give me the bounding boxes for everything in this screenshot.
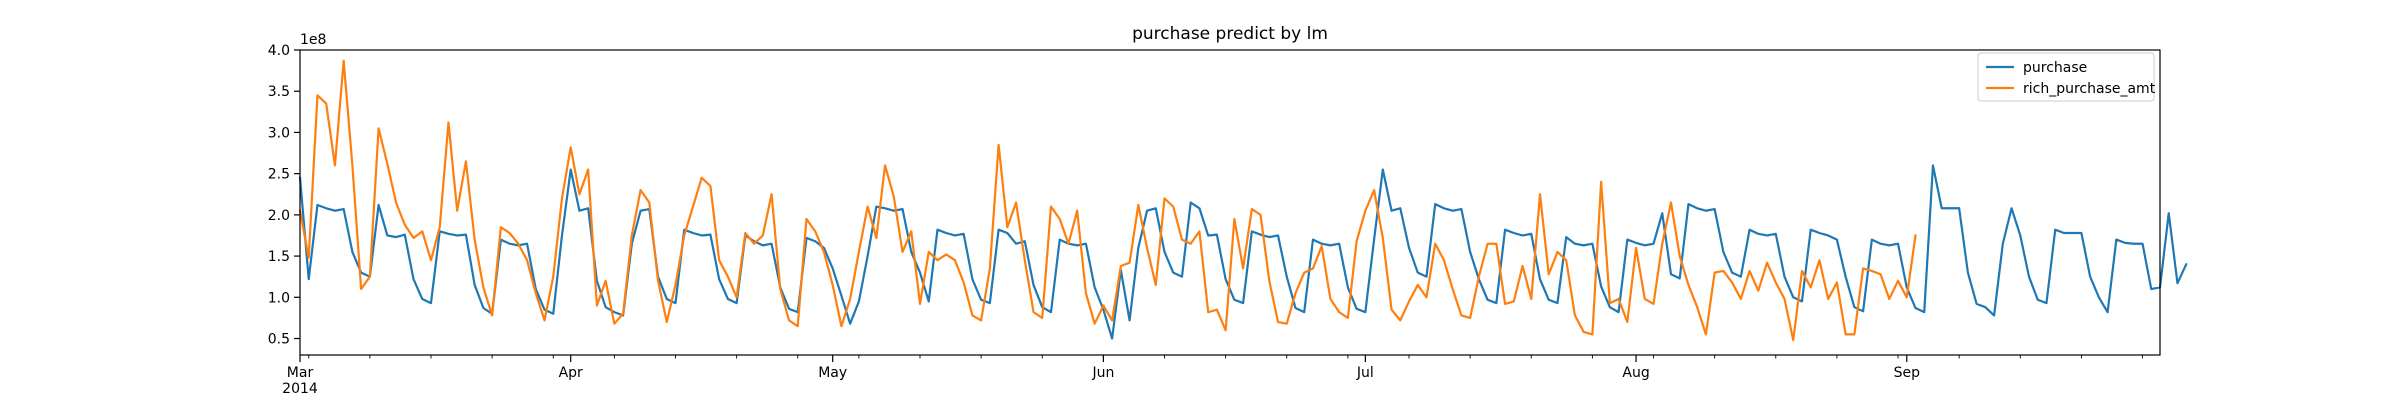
x-tick-label: Sep xyxy=(1894,365,1921,381)
y-tick-label: 2.0 xyxy=(268,208,290,224)
y-tick-label: 0.5 xyxy=(268,332,290,348)
series-line-rich-purchase-amt xyxy=(298,59,1917,342)
x-tick-label: Aug xyxy=(1622,365,1649,381)
x-tick-label: May xyxy=(818,365,847,381)
legend: purchase rich_purchase_amt xyxy=(1977,52,2156,102)
x-tick-label: Mar xyxy=(287,365,314,381)
chart-title: purchase predict by lm xyxy=(1132,24,1328,44)
y-tick-label: 3.0 xyxy=(268,125,290,141)
y-axis-multiplier: 1e8 xyxy=(300,32,326,48)
y-tick-label: 2.5 xyxy=(268,167,290,183)
series-line-purchase xyxy=(298,164,2188,340)
x-tick-label: Jun xyxy=(1091,365,1114,381)
legend-box xyxy=(1977,52,2155,102)
plot-area xyxy=(298,59,2188,342)
y-tick-label: 1.5 xyxy=(268,249,290,265)
x-tick-label: Jul xyxy=(1356,365,1374,381)
legend-label: rich_purchase_amt xyxy=(2023,81,2156,97)
y-tick-label: 3.5 xyxy=(268,84,290,100)
axes-frame xyxy=(299,49,2161,356)
x-tick-label: Apr xyxy=(559,365,583,381)
y-tick-label: 4.0 xyxy=(268,43,290,59)
legend-label: purchase xyxy=(2023,60,2087,76)
y-tick-label: 1.0 xyxy=(268,290,290,306)
x-tick-sublabel: 2014 xyxy=(282,381,318,397)
